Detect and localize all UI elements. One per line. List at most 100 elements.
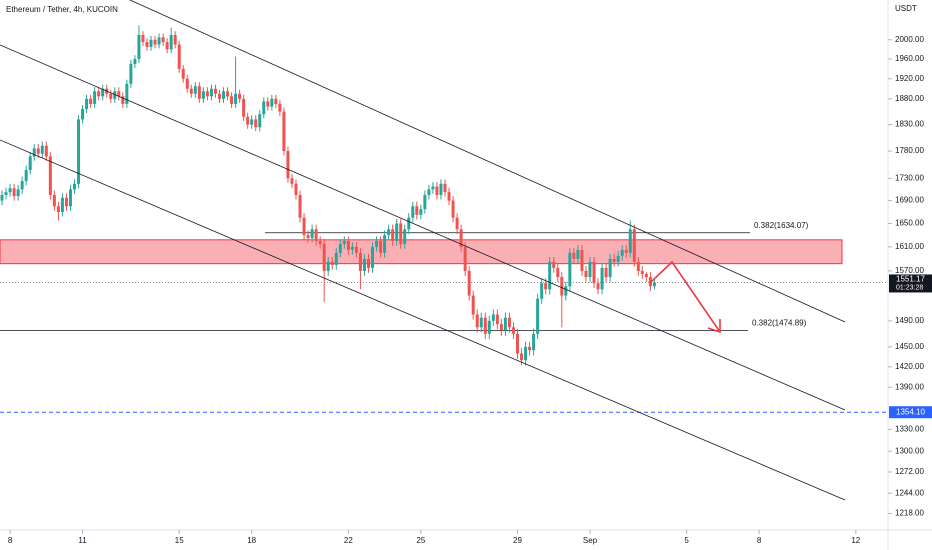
candle-body [213, 88, 217, 94]
x-tick-label: 8 [757, 536, 762, 545]
candle-body [491, 314, 495, 321]
candle-body [222, 91, 226, 99]
candle-body [286, 151, 290, 179]
candle-body [556, 267, 560, 278]
candle-body [471, 295, 475, 315]
candle-body [56, 206, 60, 212]
candle-body [36, 148, 40, 154]
candle-body [447, 192, 451, 201]
y-tick-label: 1610.00 [895, 242, 924, 251]
y-tick-label: 2000.00 [895, 35, 924, 44]
candle-body [302, 217, 306, 236]
candle-body [584, 270, 588, 278]
candle-body [415, 206, 419, 215]
y-tick-label: 1780.00 [895, 146, 924, 155]
y-tick-label: 1830.00 [895, 120, 924, 129]
y-tick-label: 1960.00 [895, 54, 924, 63]
candle-body [246, 116, 250, 125]
candle-body [234, 93, 238, 104]
candle-body [290, 178, 294, 184]
candle-body [40, 145, 44, 154]
candle-body [8, 188, 12, 193]
candle-body [463, 246, 467, 271]
candle-body [495, 314, 499, 325]
candle-body [334, 252, 338, 265]
candle-body [604, 267, 608, 278]
candle-body [540, 283, 544, 299]
arrow-head [707, 319, 721, 334]
candle-body [479, 317, 483, 328]
x-tick-label: 18 [247, 536, 256, 545]
candle-body [169, 34, 173, 50]
candle-body [326, 261, 330, 271]
candle-body [294, 183, 298, 195]
candle-body [129, 63, 133, 84]
candle-body [354, 246, 358, 253]
candle-body [552, 261, 556, 268]
y-tick-label: 1272.00 [895, 467, 924, 476]
channel-line [0, 44, 846, 411]
candle-body [64, 197, 68, 207]
candle-body [507, 317, 511, 328]
candle-body [258, 114, 262, 128]
candle-body [274, 98, 278, 104]
y-tick-label: 1690.00 [895, 196, 924, 205]
level-box [889, 406, 932, 419]
candle-body [48, 156, 52, 195]
y-tick-label: 1450.00 [895, 342, 924, 351]
candle-body [503, 317, 507, 331]
candle-body [391, 229, 395, 241]
arrow-path [649, 260, 721, 333]
candle-body [427, 189, 431, 195]
candle-body [624, 249, 628, 253]
candle-body [270, 98, 274, 107]
candle-body [101, 88, 105, 97]
y-tick-label: 1420.00 [895, 362, 924, 371]
candle-body [32, 148, 36, 157]
candle-body [499, 324, 503, 331]
candle-body [121, 96, 125, 104]
candle-body [371, 246, 375, 268]
candle-body [189, 88, 193, 94]
candle-body [97, 91, 101, 97]
candle-body [636, 261, 640, 271]
candle-body [117, 91, 121, 97]
candle-body [149, 39, 153, 47]
candle-body [620, 249, 624, 256]
plot-area: 0.382(1634.07) 0.382(1474.89) [0, 25, 888, 413]
candle-body [387, 229, 391, 236]
candle-body [572, 252, 576, 259]
candle-body [520, 353, 524, 361]
candle-body [616, 255, 620, 262]
candle-body [0, 194, 4, 201]
candle-body [145, 42, 149, 47]
candle-body [85, 98, 89, 110]
x-tick-label: 25 [416, 536, 425, 545]
candle-body [238, 93, 242, 99]
candle-body [451, 200, 455, 218]
candle-body [346, 240, 350, 250]
candle-body [137, 34, 141, 60]
candle-body [395, 223, 399, 241]
projection-arrow [649, 260, 721, 334]
candle-body [165, 42, 169, 50]
x-tick-label: 8 [8, 536, 13, 545]
y-tick-label: 1490.00 [895, 316, 924, 325]
candle-body [113, 91, 117, 99]
candle-body [242, 98, 246, 117]
candle-body [205, 91, 209, 97]
candle-body [564, 286, 568, 296]
candle-body [109, 93, 113, 99]
axis-unit: USDT [895, 4, 917, 13]
x-tick-label: 29 [513, 536, 522, 545]
candle-body [4, 192, 8, 195]
candle-body [612, 258, 616, 262]
candle-body [306, 235, 310, 239]
candle-body [652, 282, 656, 287]
candle-body [350, 246, 354, 250]
level-label: 1354.10 [896, 407, 925, 416]
candle-body [588, 261, 592, 278]
candle-body [77, 119, 81, 184]
candle-body [314, 229, 318, 241]
